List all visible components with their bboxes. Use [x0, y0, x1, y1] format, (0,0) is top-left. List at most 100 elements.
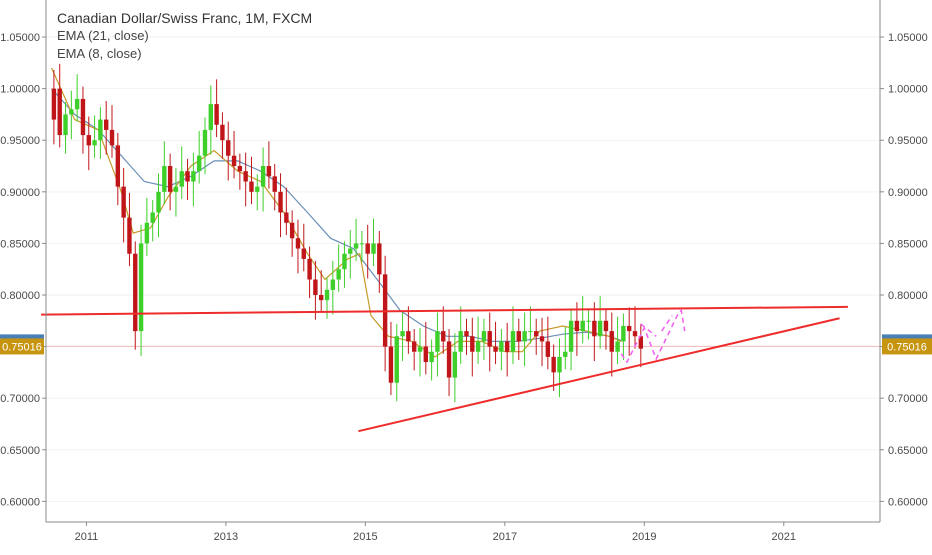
x-tick-label: 2011	[75, 531, 99, 543]
x-tick-label: 2017	[493, 531, 517, 543]
candle-body	[237, 166, 243, 172]
candle-body	[266, 166, 272, 177]
y-tick-label: 0.65000	[888, 445, 928, 457]
candle-body	[214, 104, 219, 125]
candle-body	[504, 341, 510, 352]
candle-body	[92, 140, 97, 146]
candle-body	[173, 186, 179, 192]
candle-body	[342, 253, 347, 270]
candle-body	[249, 181, 254, 192]
candle-body	[278, 191, 283, 213]
candle-body	[63, 114, 68, 136]
y-axis-left: 1.05000 1.00000 0.95000 0.90000 0.85000 0.800…	[0, 32, 46, 508]
y-tick-label: 0.65000	[0, 445, 40, 457]
candle-body	[377, 243, 382, 275]
y-tick-label: 0.95000	[0, 135, 40, 147]
candle-body	[86, 135, 91, 146]
candle-body	[597, 320, 603, 337]
candle-body	[336, 269, 341, 280]
y-tick-label: 0.60000	[888, 496, 928, 508]
legend-ema8[interactable]: EMA (8, close)	[57, 46, 142, 61]
candle-body	[423, 346, 429, 363]
candle-body	[394, 336, 399, 383]
candle-body	[406, 331, 411, 342]
y-tick-label: 0.90000	[888, 187, 928, 199]
y-tick-label: 0.70000	[888, 393, 928, 405]
candle-body	[330, 279, 336, 290]
candle-body	[516, 331, 521, 342]
candle-body	[528, 331, 533, 333]
support-trendline	[358, 317, 840, 433]
projection-line	[661, 315, 673, 332]
chart-title: Canadian Dollar/Swiss Franc, 1M, FXCM	[57, 10, 313, 26]
candle-body	[121, 186, 126, 218]
candle-body	[568, 320, 574, 352]
candle-body	[127, 217, 132, 254]
candle-body	[400, 331, 405, 337]
projection-path[interactable]	[620, 309, 686, 364]
candle-body	[307, 258, 312, 280]
price-label: 0.75016	[2, 341, 42, 353]
candle-body	[144, 222, 150, 244]
candle-body	[353, 243, 359, 249]
candle-body	[133, 253, 138, 332]
price-label: 0.75016	[887, 341, 927, 353]
candle-body	[150, 212, 155, 223]
candle-body	[557, 356, 562, 373]
price-label-box	[0, 338, 44, 355]
candle-body	[429, 351, 434, 363]
axes	[45, 0, 881, 523]
candle-body	[295, 238, 301, 249]
legend-ema21[interactable]: EMA (21, close)	[57, 28, 149, 43]
candle-body	[470, 336, 475, 352]
candle-body	[609, 331, 614, 352]
candle-body	[371, 243, 376, 254]
candle-body	[522, 331, 527, 342]
candle-body	[539, 336, 545, 342]
candle-body	[162, 166, 167, 192]
chart-legend: Canadian Dollar/Swiss Franc, 1M, FXCM EM…	[57, 9, 312, 63]
candle-body	[551, 356, 556, 373]
candle-body	[156, 191, 161, 213]
candle-body	[348, 248, 353, 254]
candle-body	[580, 320, 585, 332]
y-tick-label: 0.95000	[888, 135, 928, 147]
candle-body	[493, 346, 498, 352]
candle-body	[626, 325, 632, 332]
candle-body	[115, 145, 121, 187]
y-tick-label: 1.05000	[0, 32, 40, 44]
candle-body	[499, 341, 504, 352]
candle-body	[196, 155, 202, 172]
projection-line	[640, 323, 657, 337]
y-tick-label: 0.60000	[0, 496, 40, 508]
candle-body	[574, 320, 580, 332]
candle-body	[388, 346, 394, 383]
y-tick-label: 0.80000	[888, 290, 928, 302]
candle-body	[441, 331, 446, 342]
candle-body	[481, 331, 487, 342]
y-tick-label: 0.85000	[888, 238, 928, 250]
candle-body	[632, 331, 638, 337]
candle-body	[586, 320, 591, 322]
candle-body	[545, 341, 551, 357]
candle-body	[313, 279, 318, 295]
candle-body	[109, 129, 115, 146]
y-tick-label: 0.85000	[0, 238, 40, 250]
x-tick-label: 2015	[353, 531, 377, 543]
trendlines[interactable]	[41, 305, 848, 433]
y-axis-right[interactable]: 1.05000 1.00000 0.95000 0.90000 0.85000 0.800…	[880, 32, 928, 508]
candle-body	[615, 341, 620, 352]
x-tick-label: 2021	[772, 531, 796, 543]
candle-body	[220, 124, 225, 141]
price-label-box	[882, 338, 932, 355]
candle-body	[365, 243, 370, 254]
x-axis[interactable]: 2011 2013 2015 2017 2019 2021	[75, 522, 796, 543]
candle-body	[592, 320, 597, 337]
candle-body	[167, 166, 173, 192]
candle-body	[359, 243, 365, 245]
candle-body	[202, 129, 208, 156]
x-tick-label: 2019	[632, 531, 656, 543]
